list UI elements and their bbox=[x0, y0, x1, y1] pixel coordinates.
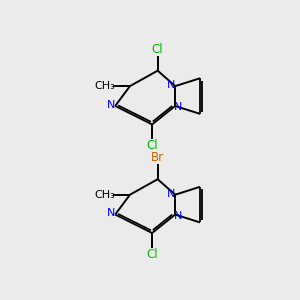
Text: Cl: Cl bbox=[146, 139, 158, 152]
Text: N: N bbox=[174, 102, 182, 112]
Text: N: N bbox=[107, 208, 115, 218]
Text: Cl: Cl bbox=[146, 248, 158, 261]
Text: CH₃: CH₃ bbox=[94, 190, 115, 200]
Text: N: N bbox=[167, 80, 175, 90]
Text: N: N bbox=[107, 100, 115, 110]
Text: N: N bbox=[174, 211, 182, 221]
Text: Br: Br bbox=[151, 152, 164, 164]
Text: Cl: Cl bbox=[152, 43, 164, 56]
Text: N: N bbox=[167, 188, 175, 199]
Text: CH₃: CH₃ bbox=[94, 81, 115, 91]
